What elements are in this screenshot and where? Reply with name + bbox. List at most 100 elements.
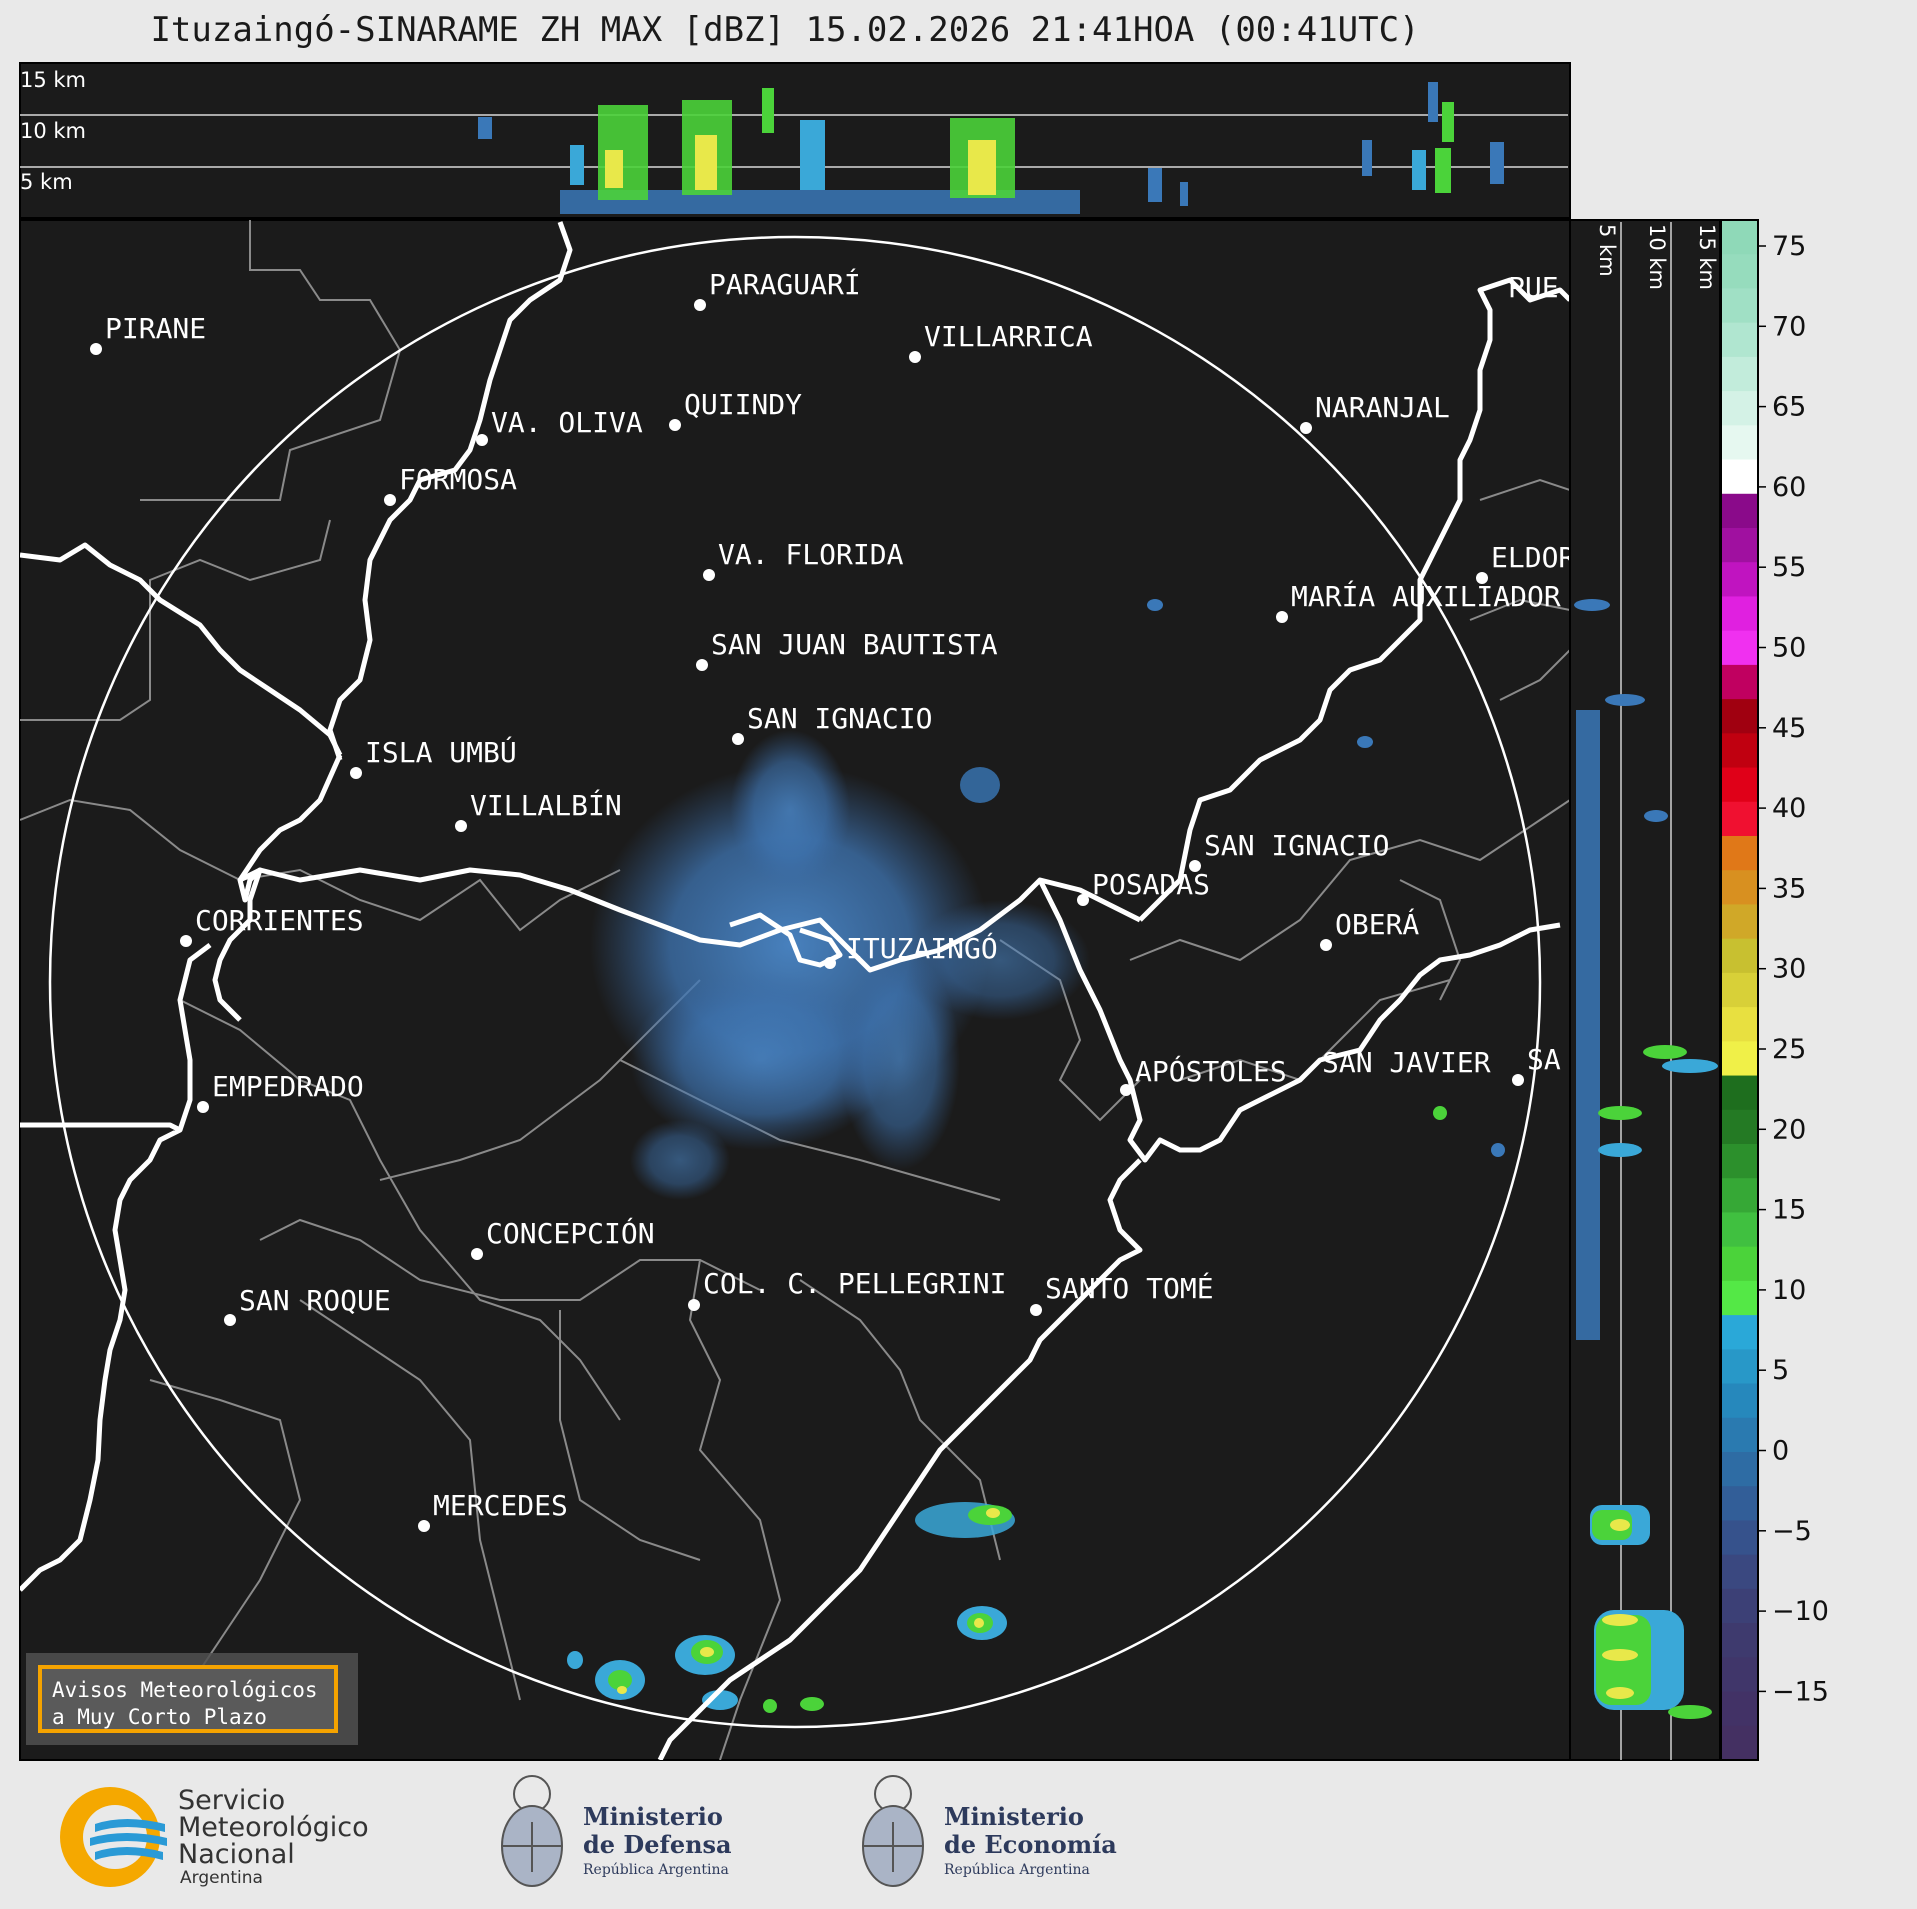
city-label: APÓSTOLES bbox=[1135, 1054, 1287, 1088]
colorbar-tick-label: 40 bbox=[1772, 793, 1806, 824]
top-height-panel: 15 km 10 km 5 km bbox=[19, 62, 1571, 219]
smn-logo-icon bbox=[60, 1787, 167, 1887]
map-panel: PIRANE PARAGUARÍ VILLARRICA QUIINDY VA. … bbox=[19, 219, 1575, 1761]
city-label: SAN ROQUE bbox=[239, 1284, 391, 1317]
city-label: FORMOSA bbox=[399, 463, 517, 496]
colorbar-segment bbox=[1721, 972, 1758, 1008]
colorbar-segment bbox=[1721, 1588, 1758, 1624]
range-ring bbox=[48, 235, 1542, 1729]
city-label: VA. OLIVA bbox=[491, 406, 643, 439]
colorbar-segment bbox=[1721, 1520, 1758, 1556]
colorbar-segment bbox=[1721, 459, 1758, 495]
city-label: ISLA UMBÚ bbox=[365, 735, 517, 769]
colorbar-tick-label: 0 bbox=[1772, 1436, 1789, 1467]
colorbar-segment bbox=[1721, 1075, 1758, 1111]
colorbar-segment bbox=[1721, 836, 1758, 871]
colorbar-segment bbox=[1721, 1657, 1758, 1693]
city-label: POSADAS bbox=[1092, 868, 1210, 901]
colorbar-segment bbox=[1721, 1041, 1758, 1077]
colorbar-tick-label: 10 bbox=[1772, 1275, 1806, 1306]
city-label: VILLARRICA bbox=[924, 320, 1093, 353]
city-label: CORRIENTES bbox=[195, 904, 364, 937]
colorbar-segment bbox=[1721, 767, 1758, 803]
city-label: ELDOR bbox=[1491, 541, 1575, 574]
city-label: OBERÁ bbox=[1335, 907, 1419, 941]
colorbar-segment bbox=[1721, 528, 1758, 563]
colorbar-segment bbox=[1721, 1383, 1758, 1419]
height-label-5km: 5 km bbox=[20, 170, 73, 194]
colorbar-tick-label: −5 bbox=[1772, 1516, 1812, 1547]
colorbar-segment bbox=[1721, 801, 1758, 837]
city-label: SAN IGNACIO bbox=[747, 702, 932, 735]
side-label-15km: 15 km bbox=[1695, 224, 1719, 290]
city-label: SA bbox=[1527, 1043, 1561, 1076]
city-label: SAN JAVIER bbox=[1322, 1046, 1491, 1079]
colorbar-segment bbox=[1721, 391, 1758, 426]
top-panel-echoes bbox=[478, 82, 1504, 214]
colorbar-segment bbox=[1721, 630, 1758, 666]
colorbar-segment bbox=[1721, 596, 1758, 632]
side-height-panel: 5 km 10 km 15 km bbox=[1569, 219, 1721, 1761]
colorbar-segment bbox=[1721, 1007, 1758, 1042]
colorbar-segment bbox=[1721, 1554, 1758, 1590]
city-label: NARANJAL bbox=[1315, 391, 1450, 424]
colorbar-segment bbox=[1721, 699, 1758, 734]
city-label: PARAGUARÍ bbox=[709, 267, 861, 301]
colorbar-tick-label: 5 bbox=[1772, 1355, 1789, 1386]
city-label: ITUZAINGÓ bbox=[846, 931, 998, 965]
height-label-10km: 10 km bbox=[20, 119, 86, 143]
colorbar-segment bbox=[1721, 1623, 1758, 1658]
colorbar-segment bbox=[1721, 733, 1758, 769]
colorbar-segment bbox=[1721, 904, 1758, 940]
colorbar-tick-label: 25 bbox=[1772, 1034, 1806, 1065]
city-label: SAN JUAN BAUTISTA bbox=[711, 628, 998, 661]
colorbar-tick-label: 45 bbox=[1772, 713, 1806, 744]
chart-title: Ituzaingó-SINARAME ZH MAX [dBZ] 15.02.20… bbox=[150, 10, 1420, 50]
city-label: VILLALBÍN bbox=[470, 788, 622, 822]
colorbar-segment bbox=[1721, 1349, 1758, 1385]
colorbar-segment bbox=[1721, 1212, 1758, 1248]
colorbar-segment bbox=[1721, 1452, 1758, 1487]
city-label: PIRANE bbox=[105, 312, 206, 345]
city-label: CONCEPCIÓN bbox=[486, 1216, 655, 1250]
side-panel-echoes bbox=[1574, 599, 1718, 1719]
radar-echoes bbox=[567, 599, 1505, 1713]
colorbar-segment bbox=[1721, 1144, 1758, 1179]
colorbar-segment bbox=[1721, 220, 1758, 255]
side-label-10km: 10 km bbox=[1645, 224, 1669, 290]
colorbar-segment bbox=[1721, 870, 1758, 905]
colorbar-segment bbox=[1721, 1315, 1758, 1350]
economia-sub: República Argentina bbox=[944, 1862, 1090, 1878]
department-boundaries bbox=[20, 220, 1570, 1760]
city-label: EMPEDRADO bbox=[212, 1070, 364, 1103]
colorbar-tick-label: 30 bbox=[1772, 954, 1806, 985]
city-label: MARÍA AUXILIADOR bbox=[1291, 579, 1561, 613]
colorbar-segment bbox=[1721, 493, 1758, 529]
city-label: SAN IGNACIO bbox=[1204, 829, 1389, 862]
argentina-shield-icon bbox=[501, 1775, 563, 1887]
colorbar-tick-label: 65 bbox=[1772, 392, 1806, 423]
avisos-box[interactable]: Avisos Meteorológicos a Muy Corto Plazo bbox=[38, 1665, 338, 1733]
colorbar-segment bbox=[1721, 1725, 1758, 1761]
city-label: PUE bbox=[1508, 271, 1559, 304]
city-label: VA. FLORIDA bbox=[718, 538, 904, 571]
colorbar-tick-label: 35 bbox=[1772, 873, 1806, 904]
colorbar-segment bbox=[1721, 1417, 1758, 1453]
colorbar-tick-label: −10 bbox=[1772, 1596, 1829, 1627]
smn-name: Servicio Meteorológico Nacional Argentin… bbox=[178, 1785, 369, 1888]
colorbar-segment bbox=[1721, 322, 1758, 358]
colorbar-tick-label: 70 bbox=[1772, 311, 1806, 342]
colorbar-tick-label: 75 bbox=[1772, 231, 1806, 262]
city-markers: PIRANE PARAGUARÍ VILLARRICA QUIINDY VA. … bbox=[90, 267, 1575, 1532]
city-label: QUIINDY bbox=[684, 388, 802, 421]
avisos-line1: Avisos Meteorológicos bbox=[52, 1678, 318, 1702]
colorbar-tick-label: 60 bbox=[1772, 472, 1806, 503]
colorbar-segment bbox=[1721, 288, 1758, 324]
colorbar-segment bbox=[1721, 1246, 1758, 1282]
colorbar-segment bbox=[1721, 356, 1758, 392]
avisos-line2: a Muy Corto Plazo bbox=[52, 1705, 267, 1729]
international-borders bbox=[20, 221, 1570, 1760]
colorbar-tick-label: 50 bbox=[1772, 633, 1806, 664]
colorbar-segment bbox=[1721, 938, 1758, 974]
